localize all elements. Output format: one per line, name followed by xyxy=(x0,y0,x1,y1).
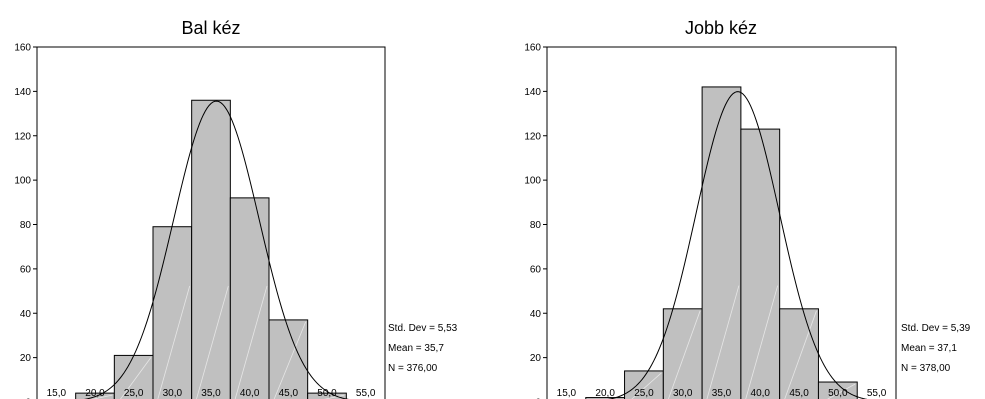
x-tick-label: 35,0 xyxy=(712,388,732,399)
x-tick-label: 55,0 xyxy=(867,388,887,399)
x-tick-label: 45,0 xyxy=(789,388,809,399)
plot-frame xyxy=(546,46,897,399)
bar-sheen xyxy=(273,321,307,399)
x-tick-label: 50,0 xyxy=(317,388,337,399)
histogram-bar xyxy=(191,99,231,399)
y-tick-label: 120 xyxy=(524,131,541,142)
x-tick-label: 15,0 xyxy=(47,388,67,399)
bar-sheen xyxy=(827,383,856,399)
chart-title: Jobb kéz xyxy=(685,18,757,38)
x-tick-label: 30,0 xyxy=(163,388,183,399)
histogram-bar xyxy=(740,128,781,399)
y-tick-label: 40 xyxy=(530,309,542,320)
histogram-bar xyxy=(701,86,742,399)
bar-sheen xyxy=(157,285,191,399)
x-tick-label: 25,0 xyxy=(634,388,654,399)
chart-title: Bal kéz xyxy=(181,18,240,38)
normal-curve xyxy=(607,91,868,399)
y-tick-label: 0 xyxy=(535,398,541,399)
x-tick-label: 30,0 xyxy=(673,388,693,399)
stats-line: Mean = 37,1 xyxy=(901,343,957,354)
normal-curve xyxy=(83,100,349,399)
y-tick-label: 160 xyxy=(524,43,541,54)
bar-sheen xyxy=(706,285,740,399)
bar-sheen xyxy=(784,310,817,399)
y-tick-label: 160 xyxy=(14,43,31,54)
bar-sheen xyxy=(196,285,229,399)
bar-sheen xyxy=(745,285,779,399)
bar-sheen xyxy=(120,357,152,399)
x-tick-label: 20,0 xyxy=(85,388,105,399)
bar-sheen xyxy=(667,310,701,399)
histogram-bar xyxy=(152,226,193,399)
y-tick-label: 80 xyxy=(20,220,32,231)
bar-sheen xyxy=(631,372,662,399)
stats-line: Std. Dev = 5,39 xyxy=(901,323,971,334)
y-tick-label: 140 xyxy=(524,87,541,98)
histogram-bar xyxy=(585,397,626,399)
stats-line: N = 376,00 xyxy=(388,363,438,374)
x-tick-label: 40,0 xyxy=(240,388,260,399)
y-tick-label: 100 xyxy=(14,176,31,187)
x-tick-label: 15,0 xyxy=(557,388,577,399)
x-tick-label: 35,0 xyxy=(201,388,221,399)
x-tick-label: 55,0 xyxy=(356,388,376,399)
histogram-bar xyxy=(307,392,347,399)
y-tick-label: 80 xyxy=(530,220,542,231)
x-tick-label: 45,0 xyxy=(279,388,299,399)
y-tick-label: 140 xyxy=(14,87,31,98)
y-tick-label: 0 xyxy=(25,398,31,399)
y-tick-label: 20 xyxy=(530,353,542,364)
y-tick-label: 60 xyxy=(20,264,32,275)
x-tick-label: 25,0 xyxy=(124,388,144,399)
bar-sheen xyxy=(234,285,268,399)
histogram-bar xyxy=(229,197,270,399)
stats-line: Mean = 35,7 xyxy=(388,343,444,354)
stats-line: Std. Dev = 5,53 xyxy=(388,323,458,334)
stats-line: N = 378,00 xyxy=(901,363,951,374)
y-tick-label: 120 xyxy=(14,131,31,142)
y-tick-label: 40 xyxy=(20,309,32,320)
x-tick-label: 50,0 xyxy=(828,388,848,399)
x-tick-label: 20,0 xyxy=(595,388,615,399)
x-tick-label: 40,0 xyxy=(751,388,771,399)
y-tick-label: 100 xyxy=(524,176,541,187)
histogram-panel-2: Jobb kéz 0 20 40 60 80 100 120 140 160 15,0 20,0 25,… xyxy=(524,18,971,399)
histogram-bar xyxy=(817,381,858,399)
y-tick-label: 20 xyxy=(20,353,32,364)
histogram-panel-1: Bal kéz 0 20 40 60 80 100 120 140 160 15,0 20,0 25,0… xyxy=(14,18,458,399)
plot-frame xyxy=(36,46,386,399)
y-tick-label: 60 xyxy=(530,264,542,275)
